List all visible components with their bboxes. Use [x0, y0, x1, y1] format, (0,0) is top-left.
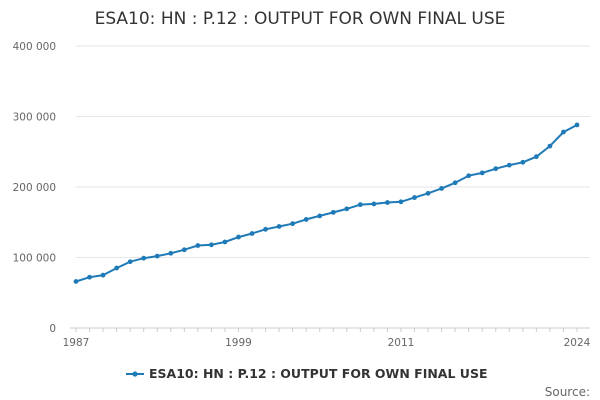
data-point[interactable] [87, 274, 92, 280]
data-point[interactable] [412, 195, 417, 200]
data-point[interactable] [263, 226, 268, 232]
data-point[interactable] [371, 201, 377, 207]
y-tick-label: 100 000 [13, 253, 56, 265]
data-point[interactable] [222, 239, 228, 245]
data-point[interactable] [574, 122, 580, 128]
x-tick-label: 1999 [225, 337, 252, 349]
data-point[interactable] [100, 272, 106, 278]
data-point[interactable] [330, 209, 336, 215]
data-point[interactable] [236, 234, 241, 240]
data-point[interactable] [249, 231, 255, 236]
x-axis-ticks: 1987 1999 2011 2024 [63, 328, 591, 349]
data-point[interactable] [425, 190, 431, 196]
data-point[interactable] [520, 159, 526, 165]
data-point[interactable] [276, 224, 282, 229]
data-point[interactable] [344, 206, 350, 212]
y-tick-label: 300 000 [13, 112, 56, 124]
data-point[interactable] [114, 265, 120, 271]
legend-series-label: ESA10: HN : P.12 : OUTPUT FOR OWN FINAL … [149, 366, 488, 381]
x-tick-label: 2024 [564, 337, 591, 349]
data-point[interactable] [181, 247, 187, 253]
legend-series-marker [132, 371, 138, 377]
source-label: Source: [545, 385, 590, 399]
y-axis-tick-labels: 0 100 000 200 000 300 000 400 000 [13, 41, 56, 335]
y-tick-label: 0 [49, 323, 56, 335]
data-point[interactable] [154, 253, 160, 259]
gridlines [76, 45, 590, 258]
data-point[interactable] [357, 202, 363, 208]
data-point[interactable] [533, 154, 539, 160]
chart-title: ESA10: HN : P.12 : OUTPUT FOR OWN FINAL … [95, 9, 506, 29]
data-point[interactable] [479, 170, 485, 176]
data-point[interactable] [127, 259, 133, 265]
data-point[interactable] [466, 173, 472, 179]
data-point[interactable] [195, 243, 201, 248]
data-point[interactable] [73, 279, 79, 284]
data-point[interactable] [439, 186, 444, 191]
y-tick-label: 400 000 [13, 41, 56, 53]
x-tick-label: 2011 [388, 337, 415, 349]
data-point[interactable] [452, 180, 458, 186]
y-tick-label: 200 000 [13, 182, 56, 194]
data-point[interactable] [209, 242, 214, 248]
data-point[interactable] [385, 200, 390, 205]
data-point[interactable] [168, 250, 174, 256]
data-point[interactable] [141, 255, 147, 261]
data-point[interactable] [398, 199, 404, 205]
series-line [75, 124, 578, 283]
data-point[interactable] [290, 221, 296, 227]
series-layer [73, 122, 580, 284]
legend[interactable]: ESA10: HN : P.12 : OUTPUT FOR OWN FINAL … [126, 366, 488, 381]
data-point[interactable] [506, 162, 512, 168]
data-point[interactable] [303, 217, 309, 222]
data-point[interactable] [547, 143, 553, 149]
data-point[interactable] [317, 213, 323, 219]
data-point[interactable] [561, 129, 566, 135]
x-tick-label: 1987 [63, 337, 90, 349]
data-point[interactable] [493, 166, 499, 172]
